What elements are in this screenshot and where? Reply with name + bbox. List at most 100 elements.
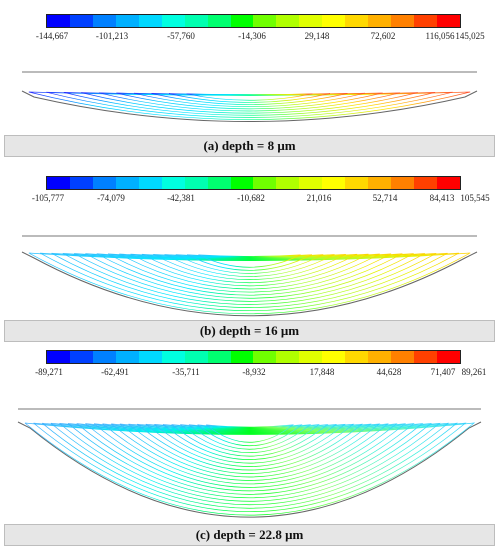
legend-swatch xyxy=(368,15,392,27)
color-legend-bar xyxy=(46,350,461,364)
cavity-wall xyxy=(21,251,478,317)
legend-swatch xyxy=(161,351,185,363)
legend-swatch xyxy=(161,177,185,189)
streamline xyxy=(180,424,320,453)
streamline xyxy=(171,424,329,457)
legend-swatch xyxy=(47,177,70,189)
color-legend-ticks: -89,271 -62,491 -35,711 -8,932 17,848 44… xyxy=(0,367,499,379)
legend-tick: -14,306 xyxy=(238,31,266,41)
legend-swatch xyxy=(322,15,346,27)
legend-tick: 84,413 xyxy=(429,193,455,203)
streamline xyxy=(39,252,460,312)
legend-swatch xyxy=(115,177,139,189)
panel-caption: (c) depth = 22.8 μm xyxy=(4,524,495,546)
panel-b: -105,777 -74,079 -42,381 -10,682 21,016 … xyxy=(0,170,499,350)
legend-swatch xyxy=(184,351,208,363)
legend-swatch xyxy=(345,177,369,189)
legend-swatch xyxy=(345,351,369,363)
legend-tick: -89,271 xyxy=(35,367,63,377)
streamline xyxy=(67,422,433,498)
streamline xyxy=(205,424,294,443)
streamline xyxy=(76,423,424,495)
legend-swatch xyxy=(69,15,93,27)
legend-swatch xyxy=(436,351,460,363)
legend-swatch xyxy=(368,351,392,363)
legend-swatch xyxy=(115,15,139,27)
legend-swatch xyxy=(69,351,93,363)
streamline xyxy=(59,422,441,502)
streamline-plot xyxy=(21,71,478,122)
legend-swatch xyxy=(230,177,254,189)
legend-tick: 105,545 xyxy=(460,193,490,203)
legend-swatch xyxy=(207,177,231,189)
legend-swatch xyxy=(299,177,323,189)
legend-swatch xyxy=(322,351,346,363)
legend-swatch xyxy=(391,15,414,27)
cavity-wall xyxy=(21,90,478,122)
color-legend-bar xyxy=(46,176,461,190)
streamline xyxy=(186,93,313,101)
legend-tick: -101,213 xyxy=(95,31,129,41)
legend-tick: -8,932 xyxy=(242,367,266,377)
legend-swatch xyxy=(207,15,231,27)
streamline xyxy=(85,423,415,492)
streamline xyxy=(50,422,450,506)
legend-swatch xyxy=(299,15,323,27)
legend-swatch xyxy=(253,351,277,363)
legend-tick: -42,381 xyxy=(167,193,195,203)
panel-caption: (b) depth = 16 μm xyxy=(4,320,495,342)
legend-tick: 17,848 xyxy=(309,367,335,377)
legend-swatch xyxy=(207,351,231,363)
legend-swatch xyxy=(92,15,116,27)
color-legend-bar xyxy=(46,14,461,28)
streamline-plot xyxy=(17,408,482,518)
color-legend-ticks: -105,777 -74,079 -42,381 -10,682 21,016 … xyxy=(0,193,499,205)
legend-swatch xyxy=(47,351,70,363)
streamline xyxy=(63,92,436,116)
legend-swatch xyxy=(322,177,346,189)
legend-tick: -105,777 xyxy=(31,193,65,203)
legend-swatch xyxy=(115,351,139,363)
legend-tick: -62,491 xyxy=(101,367,129,377)
streamline xyxy=(197,424,303,447)
legend-tick: 44,628 xyxy=(376,367,402,377)
legend-swatch xyxy=(92,177,116,189)
legend-tick: 89,261 xyxy=(461,367,487,377)
legend-swatch xyxy=(345,15,369,27)
legend-swatch xyxy=(276,15,300,27)
streamline xyxy=(145,423,355,467)
streamline xyxy=(198,254,301,268)
legend-swatch xyxy=(299,351,323,363)
legend-swatch xyxy=(436,15,460,27)
legend-swatch xyxy=(391,351,414,363)
panel-caption: (a) depth = 8 μm xyxy=(4,135,495,157)
legend-swatch xyxy=(138,15,162,27)
color-legend-ticks: -144,667 -101,213 -57,760 -14,306 29,148… xyxy=(0,31,499,43)
legend-swatch xyxy=(161,15,185,27)
panel-a: -144,667 -101,213 -57,760 -14,306 29,148… xyxy=(0,0,499,170)
legend-swatch xyxy=(253,15,277,27)
streamline xyxy=(62,253,437,305)
streamline xyxy=(33,422,467,512)
legend-swatch xyxy=(138,351,162,363)
streamline xyxy=(41,422,458,509)
legend-tick: 116,056 xyxy=(425,31,455,41)
legend-swatch xyxy=(414,177,437,189)
legend-swatch xyxy=(69,177,93,189)
panel-c: -89,271 -62,491 -35,711 -8,932 17,848 44… xyxy=(0,350,499,550)
legend-swatch xyxy=(414,15,437,27)
legend-tick: 21,016 xyxy=(306,193,332,203)
legend-tick: -35,711 xyxy=(172,367,200,377)
streamline xyxy=(154,423,346,464)
streamline xyxy=(111,423,389,481)
streamline xyxy=(128,423,372,474)
streamline xyxy=(162,423,338,460)
legend-swatch xyxy=(253,177,277,189)
cavity-wall xyxy=(17,421,482,518)
legend-tick: -57,760 xyxy=(167,31,195,41)
streamline xyxy=(188,424,312,450)
legend-tick: -10,682 xyxy=(237,193,265,203)
legend-swatch xyxy=(230,15,254,27)
legend-swatch xyxy=(368,177,392,189)
legend-tick: 29,148 xyxy=(304,31,330,41)
